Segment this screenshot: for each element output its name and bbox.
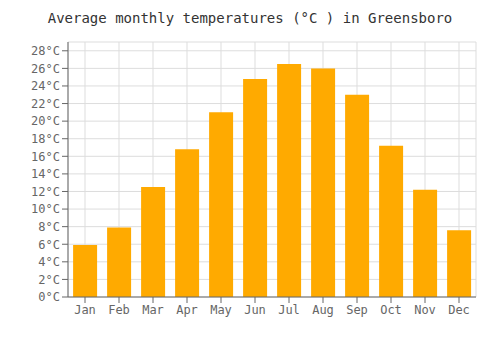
svg-text:10°C: 10°C [31,202,60,216]
svg-text:28°C: 28°C [31,44,60,58]
svg-text:Dec: Dec [448,303,470,317]
svg-text:26°C: 26°C [31,62,60,76]
svg-text:22°C: 22°C [31,97,60,111]
svg-text:Apr: Apr [176,303,198,317]
svg-text:Jun: Jun [244,303,266,317]
svg-text:0°C: 0°C [38,290,60,304]
svg-text:Nov: Nov [414,303,436,317]
svg-text:14°C: 14°C [31,167,60,181]
svg-text:Jan: Jan [74,303,96,317]
svg-text:Sep: Sep [346,303,368,317]
svg-text:12°C: 12°C [31,185,60,199]
svg-text:2°C: 2°C [38,273,60,287]
svg-text:16°C: 16°C [31,150,60,164]
svg-text:Jul: Jul [278,303,300,317]
svg-text:24°C: 24°C [31,79,60,93]
svg-text:Mar: Mar [142,303,164,317]
svg-text:6°C: 6°C [38,238,60,252]
html-text:Average monthly temperatures (: Average monthly temperatures (°C ) in Gr… [47,10,453,26]
svg-text:20°C: 20°C [31,114,60,128]
svg-text:4°C: 4°C [38,255,60,269]
svg-text:Aug: Aug [312,303,334,317]
svg-text:Feb: Feb [108,303,130,317]
svg-text:18°C: 18°C [31,132,60,146]
svg-text:Oct: Oct [380,303,402,317]
svg-text:May: May [210,303,232,317]
svg-text:8°C: 8°C [38,220,60,234]
